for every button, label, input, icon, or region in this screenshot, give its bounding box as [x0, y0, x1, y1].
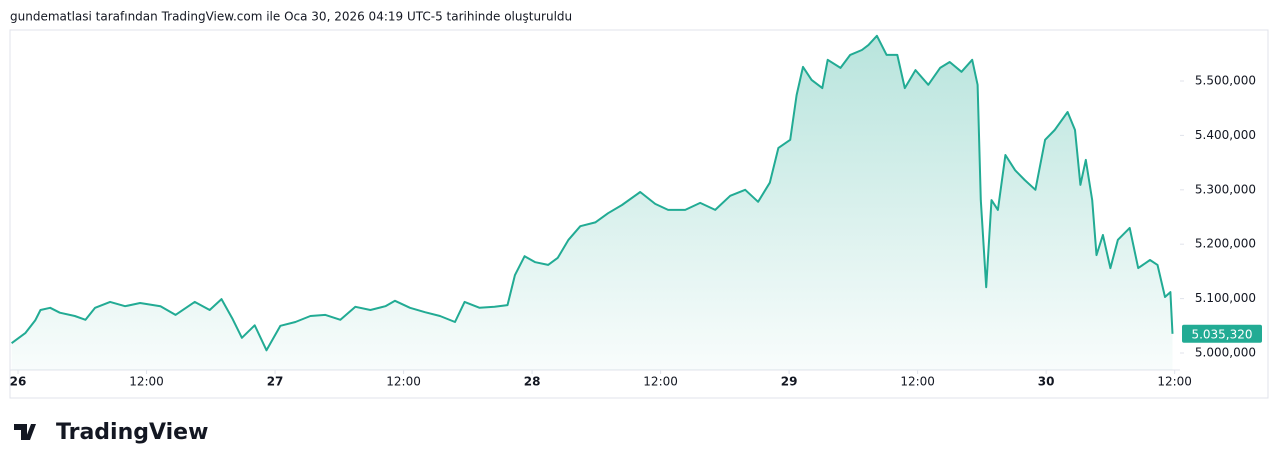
x-tick-label: 29	[781, 375, 798, 389]
area-fill	[11, 35, 1173, 371]
source-note: gundematlasi tarafından TradingView.com …	[10, 10, 572, 24]
y-tick-label: 5.200,000	[1195, 237, 1256, 251]
brand: TradingView	[56, 420, 208, 445]
x-tick-label: 12:00	[1157, 375, 1192, 389]
x-tick-label: 28	[524, 375, 541, 389]
logo	[14, 424, 36, 440]
x-tick-label: 12:00	[900, 375, 935, 389]
x-tick-label: 30	[1038, 375, 1055, 389]
y-tick-label: 5.300,000	[1195, 182, 1256, 196]
x-tick-label: 26	[10, 375, 27, 389]
x-tick-label: 12:00	[386, 375, 421, 389]
y-tick-label: 5.100,000	[1195, 291, 1256, 305]
y-tick-label: 5.400,000	[1195, 128, 1256, 142]
last-price-label: 5.035,320	[1191, 327, 1252, 341]
price-line	[11, 34, 1174, 352]
last-price-tag	[1182, 324, 1262, 343]
frame	[9, 29, 1269, 399]
y-tick-label: 5.000,000	[1195, 346, 1256, 360]
x-tick-label: 12:00	[643, 375, 678, 389]
x-tick-label: 12:00	[129, 375, 164, 389]
x-tick-label: 27	[267, 375, 284, 389]
y-tick-label: 5.500,000	[1195, 74, 1256, 88]
